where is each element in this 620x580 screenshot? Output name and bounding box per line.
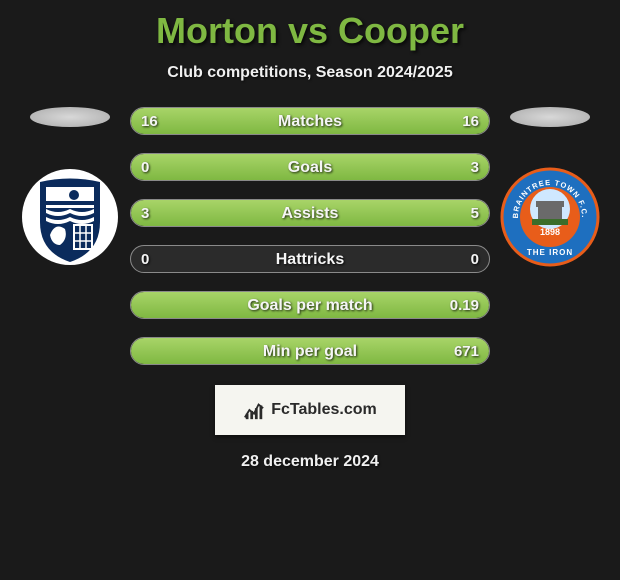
stat-row: 0Goals3 (130, 153, 490, 181)
stat-row: Goals per match0.19 (130, 291, 490, 319)
stat-value-right: 671 (454, 338, 479, 365)
chart-icon (243, 399, 265, 421)
stat-value-right: 0 (471, 246, 479, 273)
left-side (10, 107, 130, 267)
stat-bars: 16Matches160Goals33Assists50Hattricks0Go… (130, 107, 490, 365)
svg-text:THE IRON: THE IRON (527, 248, 573, 257)
player-shadow-right (510, 107, 590, 127)
right-team-crest: 1898 BRAINTREE TOWN F.C. THE IRON (500, 167, 600, 267)
brand-badge[interactable]: FcTables.com (215, 385, 405, 435)
stat-label: Min per goal (131, 338, 489, 365)
comparison-subtitle: Club competitions, Season 2024/2025 (0, 64, 620, 82)
brand-text: FcTables.com (271, 401, 377, 419)
southend-crest-icon (20, 167, 120, 267)
svg-text:1898: 1898 (540, 227, 560, 237)
stat-value-right: 5 (471, 200, 479, 227)
comparison-title: Morton vs Cooper (0, 0, 620, 52)
stat-value-right: 16 (462, 108, 479, 135)
stat-row: 0Hattricks0 (130, 245, 490, 273)
snapshot-date: 28 december 2024 (0, 453, 620, 471)
stat-row: 16Matches16 (130, 107, 490, 135)
right-side: 1898 BRAINTREE TOWN F.C. THE IRON (490, 107, 610, 267)
stat-label: Hattricks (131, 246, 489, 273)
stat-row: 3Assists5 (130, 199, 490, 227)
stat-label: Goals per match (131, 292, 489, 319)
left-team-crest (20, 167, 120, 267)
braintree-crest-icon: 1898 BRAINTREE TOWN F.C. THE IRON (500, 167, 600, 267)
stat-label: Matches (131, 108, 489, 135)
stat-value-right: 3 (471, 154, 479, 181)
stat-label: Goals (131, 154, 489, 181)
stat-value-right: 0.19 (450, 292, 479, 319)
player-shadow-left (30, 107, 110, 127)
stat-row: Min per goal671 (130, 337, 490, 365)
stat-label: Assists (131, 200, 489, 227)
comparison-layout: 16Matches160Goals33Assists50Hattricks0Go… (0, 107, 620, 365)
